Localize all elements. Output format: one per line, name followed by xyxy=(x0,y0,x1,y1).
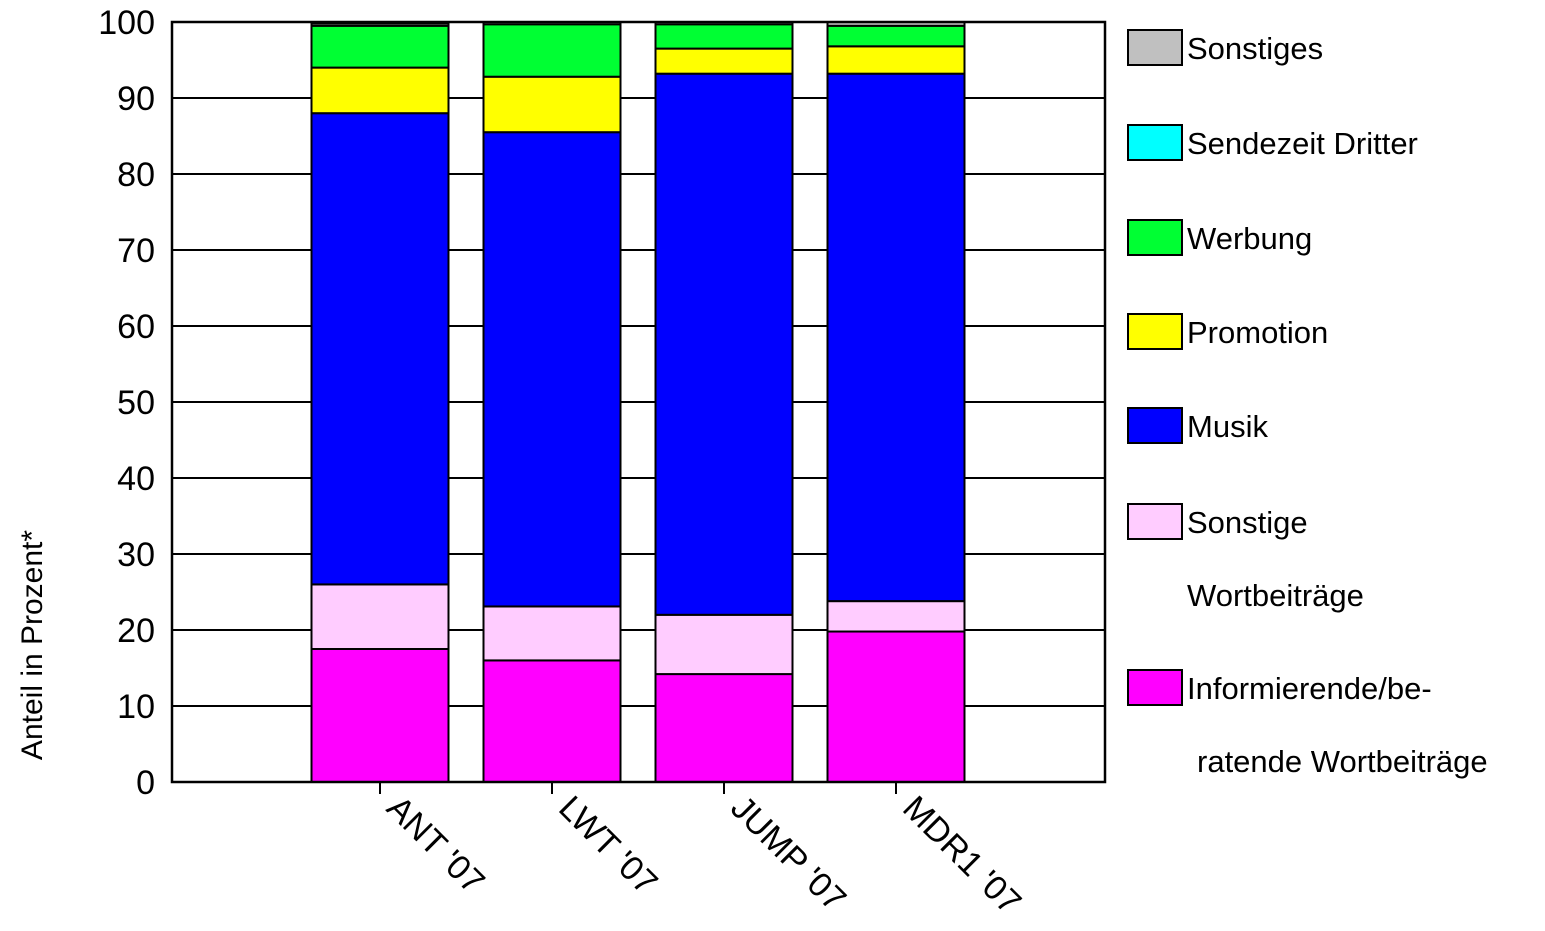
y-tick-label-80: 80 xyxy=(117,156,155,194)
legend: Sonstiges Sendezeit Dritter Werbung Promoti… xyxy=(1127,29,1488,779)
legend-swatch-promotion xyxy=(1127,313,1183,350)
y-tick-label-0: 0 xyxy=(136,764,155,802)
bar-ant-07-werbung xyxy=(310,24,450,69)
bars xyxy=(310,21,966,784)
bar-ant-07-sonstige-wortbeitr-ge xyxy=(310,583,450,651)
y-tick-label-20: 20 xyxy=(117,612,155,650)
legend-label-informierende-beratende-wortbeitr-ge: Informierende/be- xyxy=(1187,671,1432,706)
x-axis-ticks: ANT '07 LWT '07 JUMP '07 MDR1 '07 xyxy=(379,782,1028,922)
bar-mdr1-07-informierende-beratende-wortbeitr-ge xyxy=(826,630,966,784)
bar-ant-07-musik xyxy=(310,112,450,586)
legend-swatch-sonstiges xyxy=(1127,29,1183,66)
x-tick-label-mdr1-07: MDR1 '07 xyxy=(895,789,1028,922)
bar-jump-07-sonstige-wortbeitr-ge xyxy=(654,613,794,676)
legend-swatch-sendezeit-dritter xyxy=(1127,124,1183,161)
y-tick-label-50: 50 xyxy=(117,384,155,422)
bar-mdr1-07-sonstige-wortbeitr-ge xyxy=(826,600,966,633)
legend-swatch-werbung xyxy=(1127,219,1183,256)
x-tick-label-jump-07: JUMP '07 xyxy=(723,789,853,919)
bar-mdr1-07-werbung xyxy=(826,24,966,48)
legend-label-sendezeit-dritter: Sendezeit Dritter xyxy=(1187,126,1418,161)
x-tick-label-lwt-07: LWT '07 xyxy=(551,789,664,902)
legend-label-werbung: Werbung xyxy=(1187,221,1312,256)
bar-jump-07-promotion xyxy=(654,47,794,75)
bar-ant-07-informierende-beratende-wortbeitr-ge xyxy=(310,648,450,783)
plot-border xyxy=(170,20,1107,784)
bar-lwt-07-informierende-beratende-wortbeitr-ge xyxy=(482,659,622,784)
y-tick-label-40: 40 xyxy=(117,460,155,498)
legend-label-sonstige-wortbeitr-ge: Sonstige xyxy=(1187,505,1308,540)
bar-lwt-07-werbung xyxy=(482,23,622,78)
legend-swatch-informierende-beratende-wortbeitr-ge xyxy=(1127,669,1183,706)
bar-ant-07-sonstiges xyxy=(310,22,450,27)
y-tick-label-10: 10 xyxy=(117,688,155,726)
legend-label-sonstige-wortbeitr-ge-line2: Wortbeiträge xyxy=(1187,578,1364,613)
bar-lwt-07-sonstige-wortbeitr-ge xyxy=(482,605,622,662)
legend-label-informierende-beratende-wortbeitr-ge-line2: ratende Wortbeiträge xyxy=(1197,744,1488,779)
bar-lwt-07-musik xyxy=(482,131,622,608)
legend-swatch-musik xyxy=(1127,407,1183,444)
legend-label-musik: Musik xyxy=(1187,409,1268,444)
legend-swatch-sonstige-wortbeitr-ge xyxy=(1127,503,1183,540)
y-tick-label-70: 70 xyxy=(117,232,155,270)
x-tick-label-ant-07: ANT '07 xyxy=(379,789,492,902)
bar-mdr1-07-musik xyxy=(826,72,966,603)
y-tick-label-60: 60 xyxy=(117,308,155,346)
bar-lwt-07-promotion xyxy=(482,75,622,134)
plot-frame xyxy=(170,20,1107,784)
legend-label-sonstiges: Sonstiges xyxy=(1187,31,1323,66)
bar-jump-07-musik xyxy=(654,72,794,616)
bar-mdr1-07-promotion xyxy=(826,45,966,75)
legend-label-promotion: Promotion xyxy=(1187,315,1328,350)
y-tick-label-90: 90 xyxy=(117,80,155,118)
y-axis-ticks: 0 10 20 30 40 50 60 70 80 90 100 xyxy=(98,4,155,802)
bar-ant-07-promotion xyxy=(310,66,450,115)
y-tick-label-30: 30 xyxy=(117,536,155,574)
y-tick-label-100: 100 xyxy=(98,4,155,42)
bar-jump-07-informierende-beratende-wortbeitr-ge xyxy=(654,673,794,784)
bar-jump-07-werbung xyxy=(654,23,794,50)
y-axis-label: Anteil in Prozent* xyxy=(16,530,49,760)
